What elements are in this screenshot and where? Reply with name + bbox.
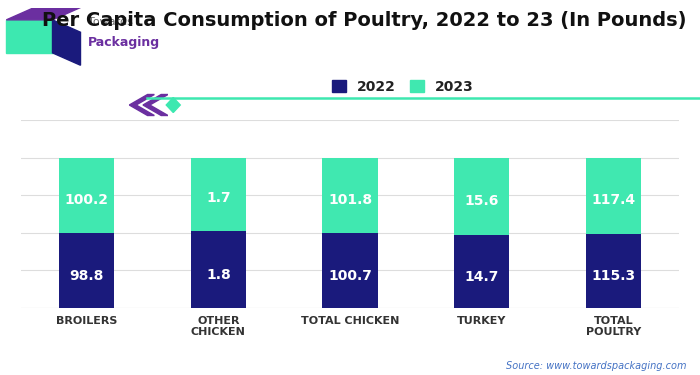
Text: 117.4: 117.4 — [591, 193, 636, 207]
Text: 101.8: 101.8 — [328, 192, 372, 207]
Polygon shape — [6, 8, 80, 20]
Bar — [323, 158, 377, 233]
Text: 100.2: 100.2 — [65, 193, 108, 207]
Polygon shape — [6, 20, 52, 53]
Polygon shape — [130, 94, 154, 116]
Bar — [60, 158, 114, 233]
Bar — [586, 234, 640, 308]
Polygon shape — [52, 20, 80, 65]
Text: 1.8: 1.8 — [206, 268, 231, 282]
Text: 14.7: 14.7 — [464, 270, 499, 284]
Bar — [454, 235, 509, 308]
Legend: 2022, 2023: 2022, 2023 — [326, 75, 479, 99]
Text: Packaging: Packaging — [88, 36, 160, 49]
Bar — [191, 231, 246, 308]
Text: 100.7: 100.7 — [328, 269, 372, 284]
Text: Towards: Towards — [88, 17, 132, 27]
Bar — [323, 233, 377, 308]
Polygon shape — [143, 94, 168, 116]
Bar — [191, 158, 246, 231]
Text: 115.3: 115.3 — [591, 270, 636, 284]
Bar — [586, 158, 640, 234]
Bar — [60, 233, 114, 308]
Polygon shape — [167, 98, 181, 112]
Bar — [454, 158, 509, 235]
Text: Source: www.towardspackaging.com: Source: www.towardspackaging.com — [505, 361, 686, 371]
Text: 15.6: 15.6 — [464, 194, 499, 207]
Text: 98.8: 98.8 — [69, 269, 104, 284]
Text: Per Capita Consumption of Poultry, 2022 to 23 (In Pounds): Per Capita Consumption of Poultry, 2022 … — [42, 11, 686, 30]
Text: 1.7: 1.7 — [206, 191, 231, 205]
